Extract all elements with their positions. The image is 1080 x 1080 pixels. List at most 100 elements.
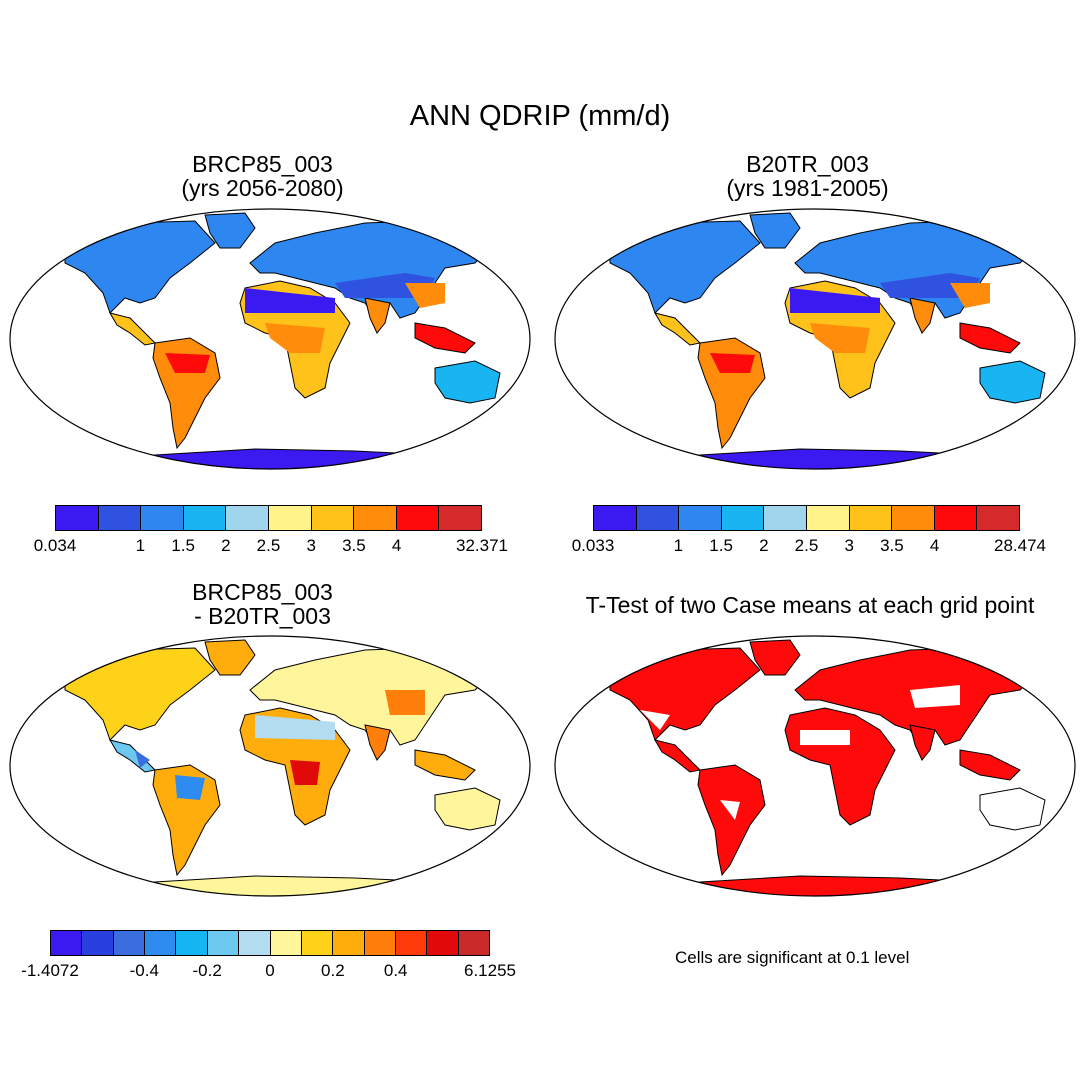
colorbar-swatch	[268, 506, 312, 530]
map-region	[335, 273, 435, 298]
colorbar-tick-label: 2.5	[256, 536, 281, 555]
colorbar-tick-label: 0.034	[33, 536, 77, 555]
panel-title-diff: BRCP85_003 - B20TR_003	[75, 580, 450, 628]
colorbar-tick-label: 4	[391, 536, 402, 555]
colorbar-swatch	[239, 931, 271, 955]
continent-seasia	[959, 749, 1021, 781]
continent-namerica	[64, 647, 216, 741]
colorbar-swatch	[594, 506, 637, 530]
map-region	[640, 710, 670, 730]
colorbar-tick-label: -0.2	[192, 961, 222, 980]
colorbar-swatch	[145, 931, 177, 955]
map-region	[720, 800, 740, 820]
colorbar-tick-label: 1	[673, 536, 684, 555]
continent-camerica	[108, 312, 157, 346]
colorbar-tick-label: 6.1255	[464, 961, 516, 980]
colorbar-tick-label: 1.5	[171, 536, 195, 555]
colorbar-swatch	[439, 506, 481, 530]
panel-title-case2: B20TR_003 (yrs 1981-2005)	[620, 152, 995, 200]
significance-note: Cells are significant at 0.1 level	[675, 948, 910, 967]
colorbar-swatch	[270, 931, 302, 955]
map-region	[405, 283, 445, 308]
colorbar-tick-label: 0	[265, 961, 275, 980]
colorbar-tick-label: 3.5	[342, 536, 366, 555]
panel-title-ttest: T-Test of two Case means at each grid po…	[585, 592, 1035, 618]
continent-australia	[434, 787, 501, 831]
colorbar-swatch	[806, 506, 850, 530]
map-outline	[554, 208, 1076, 470]
colorbar-tick-label: -1.4072	[21, 961, 79, 980]
continent-greenland	[749, 639, 801, 676]
continent-greenland	[749, 212, 801, 249]
colorbar-tick-label: 2	[221, 536, 231, 555]
map-region	[255, 715, 335, 740]
map-region	[880, 273, 980, 298]
panel-title-case2-line2: (yrs 1981-2005)	[726, 175, 889, 201]
colorbar-swatch	[183, 506, 227, 530]
continent-australia	[979, 787, 1046, 831]
continent-samerica	[152, 764, 221, 877]
map-outline	[9, 635, 531, 897]
continent-australia	[979, 360, 1046, 404]
continent-india	[364, 724, 391, 761]
continent-camerica	[108, 739, 157, 773]
map-ttest	[554, 635, 1076, 897]
continent-africa	[784, 707, 896, 826]
map-region	[385, 690, 425, 715]
colorbar-swatch	[207, 931, 240, 955]
map-region	[265, 323, 325, 353]
continent-namerica	[64, 220, 216, 314]
colorbar-tick-label: 0.4	[383, 961, 408, 980]
map-region	[290, 760, 320, 785]
continent-australia	[434, 360, 501, 404]
colorbar-swatch	[934, 506, 978, 530]
colorbar-tick-label: 32.371	[456, 536, 508, 555]
colorbar-diff	[50, 930, 490, 956]
map-diff	[9, 635, 531, 897]
colorbar-swatch	[56, 506, 99, 530]
map-region	[165, 353, 210, 373]
panel-title-diff-line2: - B20TR_003	[194, 603, 331, 629]
continent-samerica	[697, 764, 766, 877]
map-region	[175, 775, 205, 800]
colorbar-swatch	[892, 506, 935, 530]
continent-namerica	[609, 220, 761, 314]
colorbar-swatch	[427, 931, 459, 955]
colorbar-tick-label: 0.033	[571, 536, 615, 555]
colorbar-swatch	[141, 506, 184, 530]
colorbar-swatch	[176, 931, 208, 955]
colorbar-tick-label: 28.474	[994, 536, 1046, 555]
panel-title-diff-line1: BRCP85_003	[192, 579, 333, 605]
colorbar-swatch	[51, 931, 83, 955]
map-outline	[554, 635, 1076, 897]
panel-title-case1-line1: BRCP85_003	[192, 151, 333, 177]
colorbar-tick-label: -0.4	[129, 961, 159, 980]
colorbar-case1	[55, 505, 482, 531]
continent-namerica	[609, 647, 761, 741]
continent-india	[364, 297, 391, 334]
colorbar-case2	[593, 505, 1020, 531]
panel-title-case1: BRCP85_003 (yrs 2056-2080)	[75, 152, 450, 200]
colorbar-swatch	[458, 931, 490, 955]
colorbar-tick-label: 2.5	[794, 536, 819, 555]
colorbar-tick-label: 3.5	[880, 536, 904, 555]
colorbar-tick-label: 0.2	[321, 961, 345, 980]
map-region	[910, 685, 960, 708]
colorbar-swatch	[354, 506, 397, 530]
colorbar-swatch	[395, 931, 428, 955]
continent-seasia	[414, 749, 476, 781]
colorbar-tick-label: 1	[135, 536, 146, 555]
colorbar-swatch	[679, 506, 722, 530]
colorbar-swatch	[301, 931, 334, 955]
panel-title-case1-line2: (yrs 2056-2080)	[181, 175, 344, 201]
map-region	[710, 353, 755, 373]
colorbar-tick-label: 4	[929, 536, 940, 555]
map-case2	[554, 208, 1076, 470]
continent-greenland	[204, 639, 256, 676]
map-region	[810, 323, 870, 353]
continent-india	[909, 297, 936, 334]
continent-india	[909, 724, 936, 761]
continent-greenland	[204, 212, 256, 249]
map-region	[245, 288, 335, 313]
continent-camerica	[653, 312, 702, 346]
